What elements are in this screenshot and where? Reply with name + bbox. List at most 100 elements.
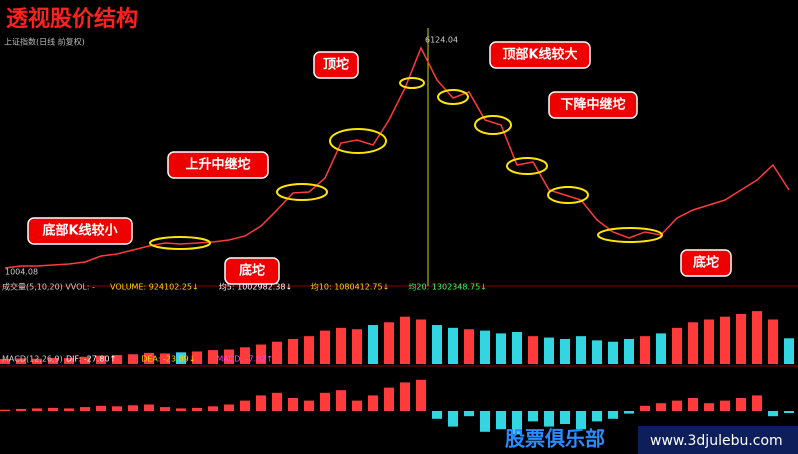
bar (128, 405, 138, 411)
bar (640, 336, 650, 364)
annotation: 顶坨 (323, 57, 349, 73)
bar (624, 411, 634, 414)
annotation: 底坨 (239, 263, 265, 279)
bar (592, 411, 602, 422)
bar (80, 407, 90, 411)
bar (480, 330, 490, 364)
bar (256, 395, 266, 411)
bar (560, 338, 570, 364)
bar (144, 404, 154, 411)
watermark-box (638, 426, 798, 454)
pane-stat: VOLUME: 924102.25↓ (110, 283, 199, 292)
bar (432, 411, 442, 419)
ellipse (597, 227, 663, 243)
title: 透视股价结构 (6, 6, 138, 32)
bar (416, 379, 426, 411)
ellipse (276, 183, 328, 201)
bar (240, 400, 250, 411)
pane-stat: 均5: 1002982.38↓ (219, 282, 292, 292)
bar (0, 409, 10, 411)
bar (176, 408, 186, 411)
annotation-box (489, 41, 591, 69)
bar (160, 407, 170, 411)
bar (736, 398, 746, 411)
annotation-box (27, 217, 133, 245)
bar (384, 387, 394, 411)
watermark-brand: 股票俱乐部 (505, 427, 605, 451)
bar (48, 407, 58, 411)
bar (464, 329, 474, 364)
ellipse (474, 115, 512, 135)
bar (416, 319, 426, 364)
bar (304, 336, 314, 364)
ellipses (149, 77, 663, 250)
point-label: 1004.08 (5, 267, 38, 276)
bar (656, 333, 666, 364)
bar (400, 382, 410, 411)
bar (48, 357, 58, 364)
bar (496, 411, 506, 430)
bar (224, 404, 234, 411)
pane-stat: DIF: -27.80↑ (66, 355, 116, 364)
bar (208, 406, 218, 411)
pane-stat: DEA: -23.89↓ (141, 355, 195, 364)
bar (512, 411, 522, 435)
annotation: 下降中继坨 (560, 97, 625, 113)
bar (752, 311, 762, 364)
bar (128, 354, 138, 364)
annotation-box (680, 249, 732, 277)
annotation-box (313, 51, 359, 79)
subtitle: 上证指数(日线 前复权) (4, 37, 85, 47)
point-label: 6124.04 (425, 35, 458, 44)
bar (496, 333, 506, 364)
bar (672, 400, 682, 411)
bar (688, 322, 698, 364)
price-line (4, 46, 790, 269)
bar (592, 340, 602, 364)
bar (32, 408, 42, 411)
pane-stat: 均10: 1080412.75↓ (311, 282, 389, 292)
bar (656, 403, 666, 411)
annotation: 上升中继坨 (185, 157, 250, 173)
bar (464, 411, 474, 417)
bar (208, 350, 218, 364)
bar (688, 398, 698, 411)
bar (192, 407, 202, 411)
bar (544, 411, 554, 427)
ellipse (329, 128, 387, 154)
annotation-box (548, 91, 638, 119)
pane-title: 成交量(5,10,20) VVOL: - (2, 282, 95, 292)
bar (624, 338, 634, 364)
bar (432, 325, 442, 364)
bar (224, 349, 234, 364)
bar (784, 338, 794, 364)
bar (608, 411, 618, 419)
bar (752, 395, 762, 411)
bar (560, 411, 570, 424)
bar (320, 330, 330, 364)
bar (720, 316, 730, 364)
bar (80, 356, 90, 364)
bar (576, 411, 586, 430)
bar (96, 405, 106, 411)
bar (368, 395, 378, 411)
bar (288, 398, 298, 411)
bar (672, 327, 682, 364)
bar (336, 390, 346, 411)
annotation-box (224, 257, 280, 285)
watermark-url: www.3djulebu.com (650, 433, 783, 449)
bar (272, 341, 282, 364)
bar (272, 392, 282, 411)
bar (96, 355, 106, 364)
pane-stat: MACD: -7.82↑ (216, 355, 273, 364)
ellipse (547, 186, 589, 204)
bar (480, 411, 490, 432)
bar (448, 327, 458, 364)
bar (528, 411, 538, 422)
annotation-box (167, 151, 269, 179)
bar (704, 403, 714, 411)
bar (64, 358, 74, 364)
